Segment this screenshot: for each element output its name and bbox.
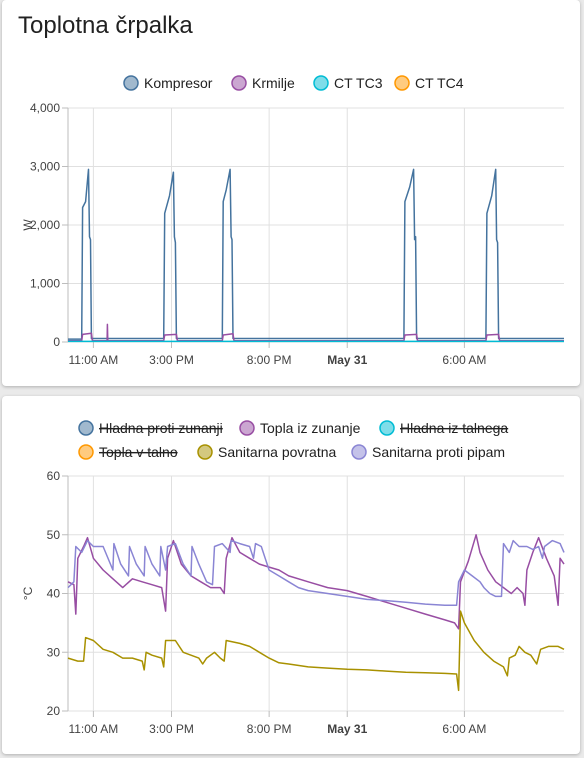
legend-item[interactable]: Kompresor (123, 75, 213, 91)
y-tick-label: 3,000 (30, 160, 60, 174)
x-tick-label: 6:00 AM (442, 722, 486, 736)
power-chart[interactable]: Kompresor Krmilje CT TC3 CT TC4 4,000 3,000 2,… (2, 0, 580, 386)
legend-label: Hladna proti zunanji (99, 420, 223, 436)
x-tick-label: 6:00 AM (442, 353, 486, 367)
legend-item[interactable]: CT TC4 (394, 75, 464, 91)
legend-label: CT TC3 (334, 75, 383, 91)
legend-item[interactable]: Krmilje (231, 75, 295, 91)
legend-swatch (231, 75, 247, 91)
y-tick-label: 20 (47, 704, 61, 718)
legend-item[interactable]: Sanitarna proti pipam (351, 444, 505, 460)
legend-swatch (239, 420, 255, 436)
legend-swatch (78, 444, 94, 460)
legend-item[interactable]: Topla v talno (78, 444, 178, 460)
y-tick-label: 60 (47, 469, 61, 483)
x-tick-label: 8:00 PM (247, 722, 292, 736)
legend-item[interactable]: Sanitarna povratna (197, 444, 337, 460)
legend-label: Topla iz zunanje (260, 420, 361, 436)
temperature-chart[interactable]: Hladna proti zunanji Topla iz zunanje Hlad… (2, 396, 580, 754)
legend-label: Krmilje (252, 75, 295, 91)
legend-label: Kompresor (144, 75, 213, 91)
y-tick-label: 1,000 (30, 277, 60, 291)
legend-item[interactable]: Hladna proti zunanji (78, 420, 223, 436)
x-tick-label: 11:00 AM (68, 722, 118, 736)
temperature-card: Hladna proti zunanji Topla iz zunanje Hlad… (2, 396, 580, 754)
series-line (67, 534, 565, 630)
y-tick-label: 2,000 (30, 218, 60, 232)
x-tick-label: 3:00 PM (149, 353, 194, 367)
x-tick-label: May 31 (327, 722, 367, 736)
series-line (67, 610, 565, 692)
legend-label: Hladna iz talnega (400, 420, 508, 436)
y-tick-label: 40 (47, 587, 61, 601)
y-tick-label: 50 (47, 528, 61, 542)
energy-card: Toplotna črpalka Kompresor Krmilje CT TC3 C… (2, 0, 580, 386)
legend-swatch (313, 75, 329, 91)
legend-label: CT TC4 (415, 75, 464, 91)
legend-swatch (379, 420, 395, 436)
legend-label: Sanitarna proti pipam (372, 444, 505, 460)
legend-swatch (394, 75, 410, 91)
x-tick-label: May 31 (327, 353, 367, 367)
series-line (67, 539, 565, 607)
y-axis-unit: W (21, 219, 35, 231)
legend-label: Topla v talno (99, 444, 178, 460)
y-tick-label: 0 (53, 335, 60, 349)
y-tick-label: 4,000 (30, 101, 60, 115)
legend-label: Sanitarna povratna (218, 444, 337, 460)
legend-swatch (197, 444, 213, 460)
series-line (68, 168, 564, 340)
legend-item[interactable]: Topla iz zunanje (239, 420, 361, 436)
x-tick-label: 11:00 AM (68, 353, 118, 367)
y-axis-unit: °C (21, 586, 35, 600)
legend-item[interactable]: Hladna iz talnega (379, 420, 508, 436)
card-title: Toplotna črpalka (18, 12, 193, 39)
y-tick-label: 30 (47, 645, 61, 659)
x-tick-label: 8:00 PM (247, 353, 292, 367)
legend-swatch (78, 420, 94, 436)
x-tick-label: 3:00 PM (149, 722, 194, 736)
legend-swatch (123, 75, 139, 91)
legend-item[interactable]: CT TC3 (313, 75, 383, 91)
legend-swatch (351, 444, 367, 460)
